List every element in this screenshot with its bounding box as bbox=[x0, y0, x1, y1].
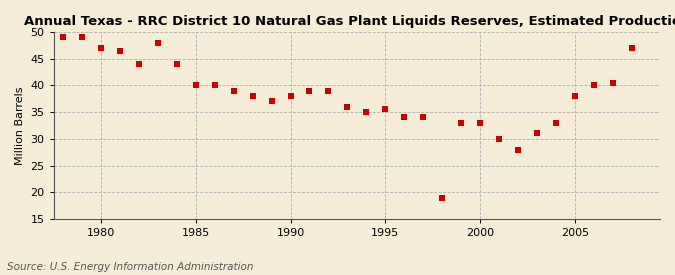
Point bbox=[228, 89, 239, 93]
Point bbox=[304, 89, 315, 93]
Point bbox=[209, 83, 220, 87]
Point bbox=[96, 46, 107, 50]
Point bbox=[190, 83, 201, 87]
Point bbox=[626, 46, 637, 50]
Point bbox=[266, 99, 277, 104]
Point bbox=[361, 110, 372, 114]
Point bbox=[608, 81, 618, 85]
Point bbox=[589, 83, 599, 87]
Point bbox=[171, 62, 182, 66]
Point bbox=[153, 40, 163, 45]
Point bbox=[531, 131, 542, 136]
Point bbox=[77, 35, 88, 40]
Point bbox=[342, 104, 353, 109]
Point bbox=[380, 107, 391, 112]
Point bbox=[115, 48, 126, 53]
Y-axis label: Million Barrels: Million Barrels bbox=[15, 86, 25, 165]
Point bbox=[512, 147, 523, 152]
Point bbox=[285, 94, 296, 98]
Title: Annual Texas - RRC District 10 Natural Gas Plant Liquids Reserves, Estimated Pro: Annual Texas - RRC District 10 Natural G… bbox=[24, 15, 675, 28]
Point bbox=[418, 115, 429, 120]
Point bbox=[323, 89, 334, 93]
Text: Source: U.S. Energy Information Administration: Source: U.S. Energy Information Administ… bbox=[7, 262, 253, 272]
Point bbox=[550, 120, 561, 125]
Point bbox=[475, 120, 485, 125]
Point bbox=[493, 137, 504, 141]
Point bbox=[456, 120, 466, 125]
Point bbox=[437, 196, 448, 200]
Point bbox=[134, 62, 144, 66]
Point bbox=[569, 94, 580, 98]
Point bbox=[399, 115, 410, 120]
Point bbox=[58, 35, 69, 40]
Point bbox=[247, 94, 258, 98]
